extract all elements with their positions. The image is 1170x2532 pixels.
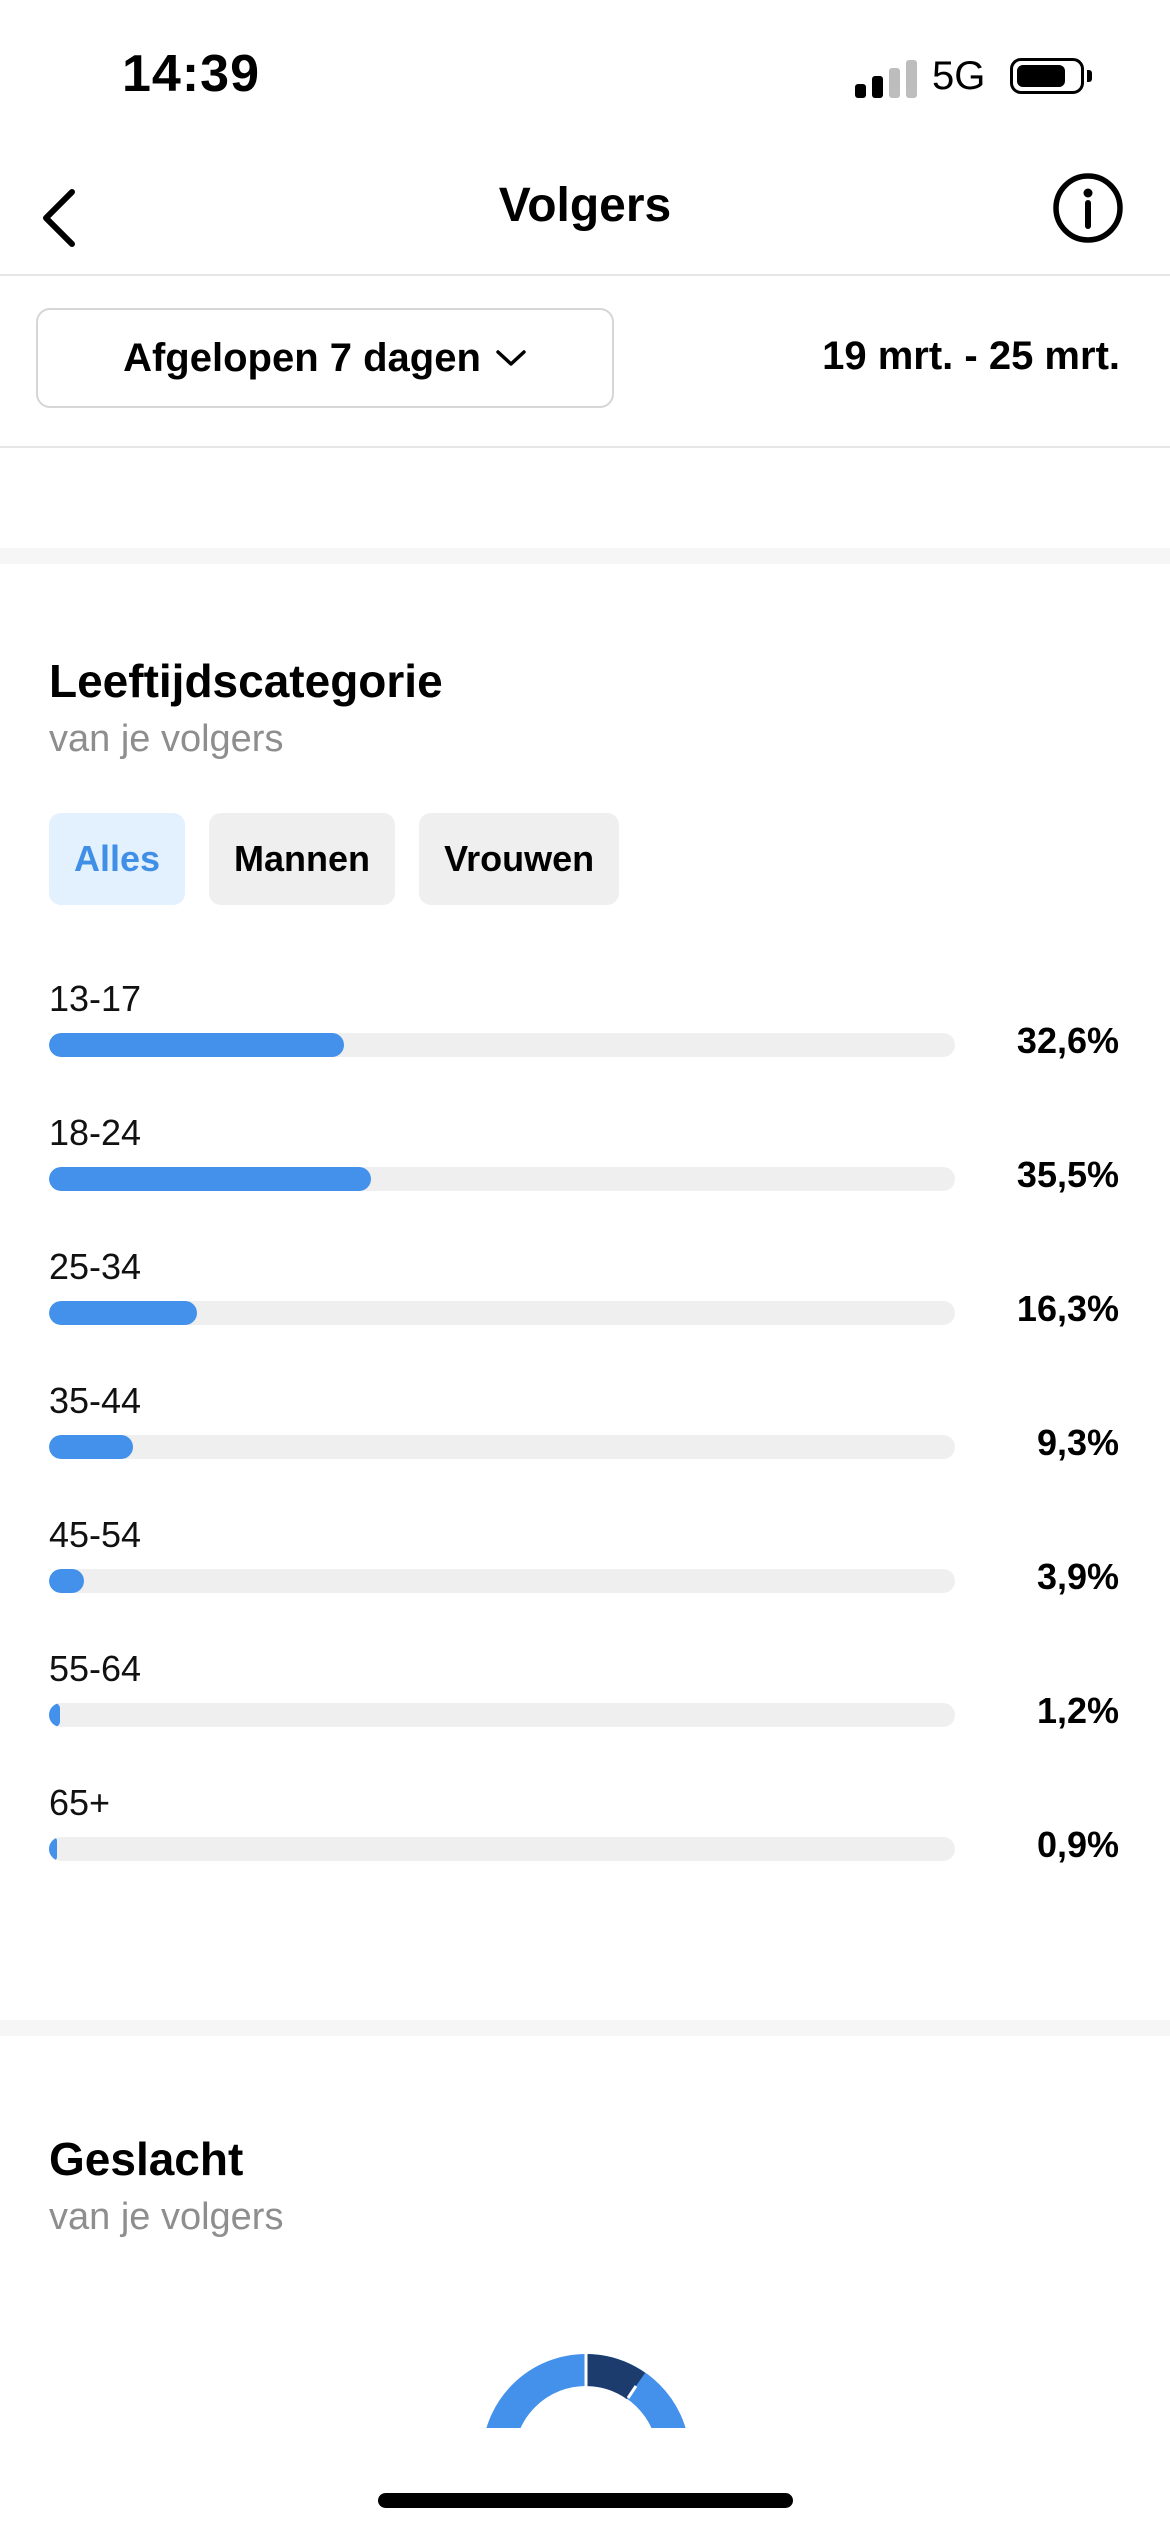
age-label: 13-17 — [49, 978, 142, 1019]
age-label: 65+ — [49, 1782, 111, 1823]
age-percent: 1,2% — [1036, 1690, 1119, 1731]
tab-vrouwen[interactable]: Vrouwen — [419, 813, 620, 905]
gender-donut-chart — [478, 2350, 694, 2458]
age-section-title: Leeftijdscategorie — [49, 655, 443, 707]
age-row: 18-24 35,5% — [49, 1112, 1119, 1212]
signal-icon — [855, 58, 917, 98]
age-bar-fill — [49, 1167, 371, 1191]
age-percent: 9,3% — [1036, 1422, 1119, 1463]
age-percent: 35,5% — [1016, 1154, 1119, 1195]
age-percent: 0,9% — [1036, 1824, 1119, 1865]
section-divider — [0, 548, 1170, 564]
age-bar-track — [49, 1301, 955, 1325]
age-row: 55-64 1,2% — [49, 1648, 1119, 1748]
network-type: 5G — [932, 54, 986, 98]
age-label: 18-24 — [49, 1112, 142, 1153]
home-indicator[interactable] — [378, 2493, 793, 2508]
age-label: 25-34 — [49, 1246, 142, 1287]
age-bar-fill — [49, 1435, 134, 1459]
age-bar-fill — [49, 1837, 58, 1861]
date-range-label: Afgelopen 7 dagen — [123, 335, 481, 380]
age-bar-track — [49, 1569, 955, 1593]
age-percent: 16,3% — [1016, 1288, 1119, 1329]
age-bar-track — [49, 1703, 955, 1727]
age-bar-fill — [49, 1703, 60, 1727]
header: Volgers — [0, 150, 1170, 276]
info-icon — [1053, 173, 1123, 243]
age-bar-fill — [49, 1569, 85, 1593]
age-bar-track — [49, 1837, 955, 1861]
age-section-subtitle: van je volgers — [49, 718, 284, 760]
status-bar: 14:39 5G — [0, 0, 1170, 150]
age-label: 55-64 — [49, 1648, 142, 1689]
date-filter-row: Afgelopen 7 dagen 19 mrt. - 25 mrt. — [0, 276, 1170, 448]
date-range-text: 19 mrt. - 25 mrt. — [822, 334, 1120, 378]
age-row: 13-17 32,6% — [49, 978, 1119, 1078]
chevron-left-icon — [43, 189, 75, 247]
tab-mannen[interactable]: Mannen — [209, 813, 396, 905]
age-label: 35-44 — [49, 1380, 142, 1421]
age-bar-fill — [49, 1301, 197, 1325]
age-bar-track — [49, 1033, 955, 1057]
age-row: 35-44 9,3% — [49, 1380, 1119, 1480]
section-divider — [0, 2020, 1170, 2036]
chevron-down-icon — [496, 350, 526, 366]
age-label: 45-54 — [49, 1514, 142, 1555]
age-row: 25-34 16,3% — [49, 1246, 1119, 1346]
age-row: 65+ 0,9% — [49, 1782, 1119, 1882]
gender-section-subtitle: van je volgers — [49, 2196, 284, 2238]
info-button[interactable] — [1050, 170, 1126, 246]
battery-icon — [1010, 58, 1084, 94]
back-button[interactable] — [30, 170, 110, 250]
date-range-dropdown[interactable]: Afgelopen 7 dagen — [36, 308, 614, 408]
page-title: Volgers — [498, 179, 672, 232]
age-bar-track — [49, 1435, 955, 1459]
age-filter-tabs: Alles Mannen Vrouwen — [49, 813, 620, 905]
content-fade — [0, 2428, 1170, 2532]
battery-tip — [1087, 70, 1092, 82]
age-bar-fill — [49, 1033, 345, 1057]
age-bar-track — [49, 1167, 955, 1191]
gender-section-title: Geslacht — [49, 2133, 244, 2185]
age-percent: 32,6% — [1016, 1020, 1119, 1061]
age-percent: 3,9% — [1036, 1556, 1119, 1597]
status-time: 14:39 — [122, 45, 260, 103]
age-row: 45-54 3,9% — [49, 1514, 1119, 1614]
tab-alles[interactable]: Alles — [49, 813, 186, 905]
